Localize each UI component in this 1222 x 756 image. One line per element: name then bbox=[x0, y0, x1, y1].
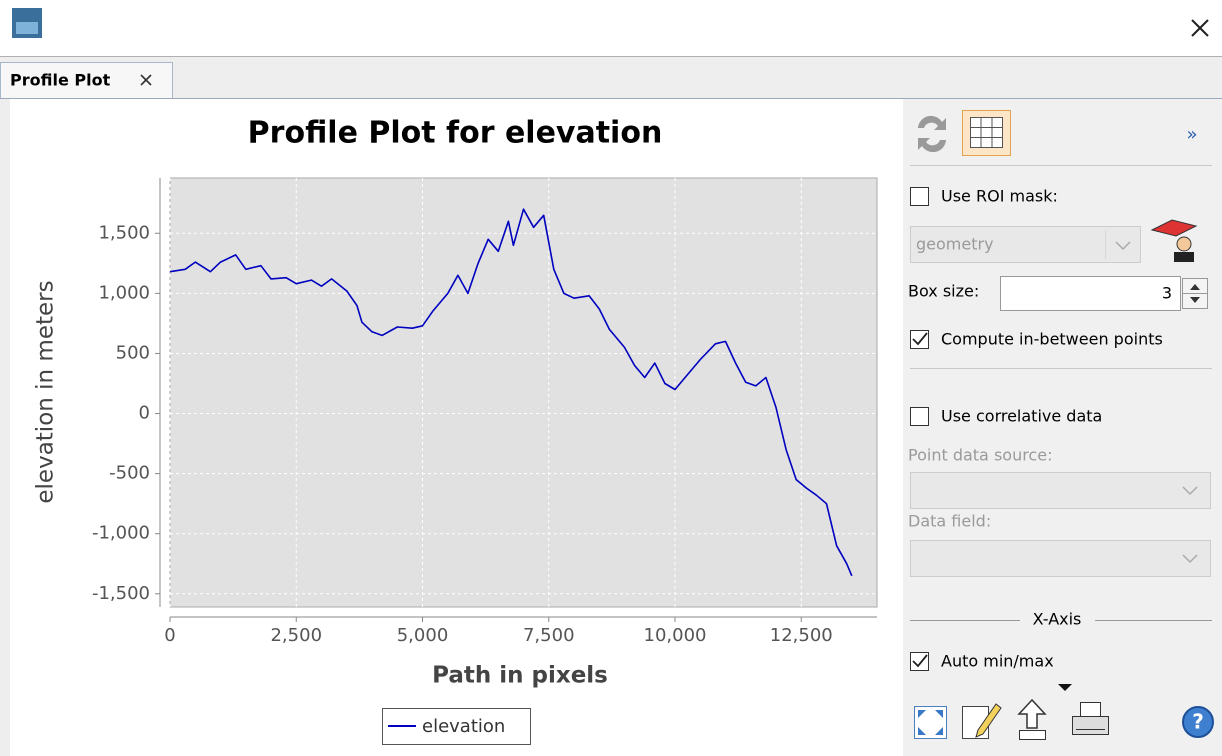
checkbox-label: Compute in-between points bbox=[941, 330, 1163, 349]
checkbox[interactable] bbox=[910, 187, 929, 206]
data-line bbox=[169, 208, 853, 577]
x-axis-label: Path in pixels bbox=[432, 663, 608, 689]
y-tick-label: -500 bbox=[109, 463, 150, 484]
dropdown-arrow bbox=[1182, 554, 1198, 564]
mask-manager-icon[interactable] bbox=[1150, 219, 1198, 262]
y-tick-label: -1,500 bbox=[92, 583, 150, 604]
field-label: Data field: bbox=[908, 512, 991, 531]
checkmark bbox=[912, 654, 928, 668]
x-tick-label: 10,000 bbox=[644, 625, 707, 646]
zoom-all-button[interactable] bbox=[914, 706, 947, 739]
tab-close[interactable] bbox=[140, 74, 152, 86]
checkbox[interactable] bbox=[910, 652, 929, 671]
source-dropdown[interactable] bbox=[910, 472, 1211, 509]
more-arrow[interactable] bbox=[1058, 684, 1072, 691]
box-size-value: 3 bbox=[1162, 284, 1172, 303]
x-tick-label: 2,500 bbox=[270, 625, 322, 646]
x-tick-label: 7,500 bbox=[523, 625, 575, 646]
dropdown-value: geometry bbox=[916, 235, 994, 254]
checkbox-label: Use ROI mask: bbox=[941, 187, 1058, 206]
tab-strip bbox=[0, 57, 1222, 98]
x-tick-label: 12,500 bbox=[770, 625, 833, 646]
dropdown-arrow bbox=[1115, 241, 1131, 251]
refresh-button[interactable] bbox=[918, 115, 946, 153]
window-close[interactable] bbox=[1191, 19, 1209, 37]
x-tick-label: 0 bbox=[164, 625, 175, 646]
checkmark bbox=[912, 332, 928, 346]
chart-title: Profile Plot for elevation bbox=[248, 116, 663, 151]
edit-button[interactable] bbox=[962, 703, 1002, 739]
title-bar bbox=[0, 0, 1222, 56]
y-tick-label: 500 bbox=[116, 342, 150, 363]
help-button[interactable] bbox=[1182, 706, 1214, 738]
box-size-input[interactable] bbox=[1000, 276, 1181, 311]
mask-dropdown[interactable] bbox=[910, 226, 1141, 263]
spinner-arrows bbox=[1190, 284, 1200, 303]
left-margin bbox=[0, 99, 10, 756]
help-label: ? bbox=[1192, 710, 1204, 734]
print-button[interactable] bbox=[1072, 702, 1109, 735]
box-size-label: Box size: bbox=[908, 282, 979, 301]
checkbox[interactable] bbox=[910, 330, 929, 349]
checkbox-label: Auto min/max bbox=[941, 652, 1054, 671]
export-button[interactable] bbox=[1017, 698, 1047, 740]
section-title: X-Axis bbox=[1033, 610, 1082, 629]
plot-area bbox=[169, 177, 878, 608]
dropdown-arrow bbox=[1182, 486, 1198, 496]
y-tick-label: 1,500 bbox=[98, 222, 150, 243]
y-tick-label: 0 bbox=[139, 403, 150, 424]
y-axis-label: elevation in meters bbox=[33, 280, 59, 503]
checkbox[interactable] bbox=[910, 407, 929, 426]
grid-icon bbox=[970, 117, 1003, 148]
y-tick-label: 1,000 bbox=[98, 282, 150, 303]
side-panel bbox=[903, 99, 1222, 756]
y-tick-label: -1,000 bbox=[92, 523, 150, 544]
checkbox-label: Use correlative data bbox=[941, 407, 1102, 426]
tab-title: Profile Plot bbox=[10, 71, 111, 90]
field-label: Point data source: bbox=[908, 446, 1052, 465]
app-icon-detail bbox=[16, 22, 38, 34]
field-dropdown[interactable] bbox=[910, 540, 1211, 577]
x-tick-label: 5,000 bbox=[397, 625, 449, 646]
expand-button[interactable]: » bbox=[1186, 124, 1197, 145]
chart-layer: -1,500 -1,000 -500 0 500 1,000 1,500 0 2,500 5,00… bbox=[92, 178, 877, 646]
legend-label: elevation bbox=[422, 716, 505, 737]
